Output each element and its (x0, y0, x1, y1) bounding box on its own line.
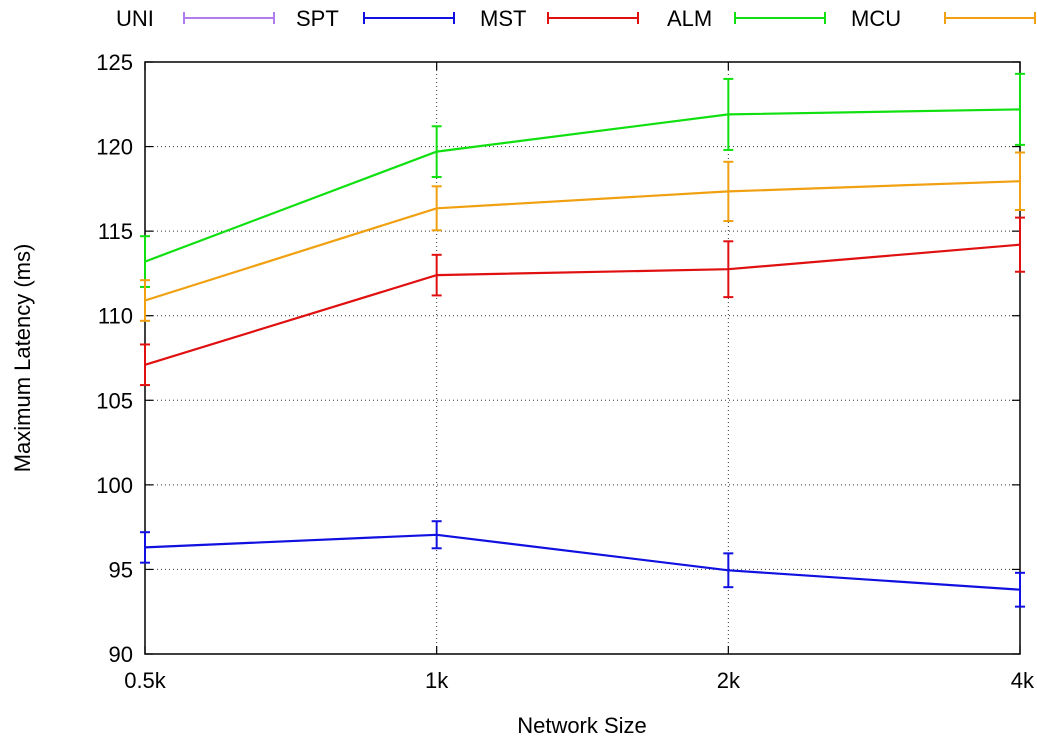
legend: UNI SPT MST ALM MCU (116, 6, 1036, 31)
error-bar (431, 185, 442, 232)
legend-item-mst: MST (480, 6, 639, 31)
legend-label: MCU (851, 6, 901, 31)
x-tick-label: 4k (1011, 668, 1035, 693)
grid (145, 62, 1020, 654)
series-line-alm (144, 108, 1021, 263)
y-tick-label: 115 (98, 219, 133, 244)
series-line-mst (144, 243, 1021, 366)
error-bar (1015, 216, 1025, 273)
error-bar (723, 552, 734, 589)
series-group (140, 72, 1025, 608)
y-tick-label: 120 (96, 135, 133, 160)
error-bar (140, 531, 150, 564)
x-axis-label: Network Size (517, 713, 647, 738)
y-axis-label: Maximum Latency (ms) (10, 244, 35, 473)
x-tick-label: 1k (425, 668, 449, 693)
legend-label: UNI (116, 6, 154, 31)
y-tick-label: 95 (109, 557, 133, 582)
error-bar (723, 240, 734, 299)
legend-label: SPT (296, 6, 339, 31)
error-bar (723, 77, 734, 151)
legend-item-spt: SPT (296, 6, 455, 31)
y-tick-label: 90 (109, 642, 133, 667)
y-tick-label: 125 (96, 50, 133, 75)
error-bar (431, 125, 442, 179)
legend-item-mcu: MCU (851, 6, 1036, 31)
series-line-mcu (144, 180, 1021, 302)
x-tick-label: 2k (717, 668, 741, 693)
y-tick-label: 110 (98, 304, 133, 329)
x-tick-label: 0.5k (124, 668, 167, 693)
legend-item-alm: ALM (667, 6, 826, 31)
legend-label: ALM (667, 6, 712, 31)
y-tick-label: 105 (96, 388, 133, 413)
legend-item-uni: UNI (116, 6, 275, 31)
y-axis: 90 95 100 105 110 115 120 125 (96, 50, 1020, 667)
error-bar (431, 520, 442, 550)
error-bar (431, 253, 442, 297)
series-line-spt (144, 533, 1021, 591)
error-bar (1015, 151, 1025, 211)
y-tick-label: 100 (96, 473, 133, 498)
error-bar (723, 160, 734, 222)
error-bar (140, 343, 150, 387)
error-bar (140, 279, 150, 322)
plot-area-border (144, 61, 1021, 655)
legend-label: MST (480, 6, 526, 31)
error-bar (1015, 571, 1025, 608)
error-bar (1015, 72, 1025, 146)
x-axis: 0.5k 1k 2k 4k (124, 62, 1035, 693)
